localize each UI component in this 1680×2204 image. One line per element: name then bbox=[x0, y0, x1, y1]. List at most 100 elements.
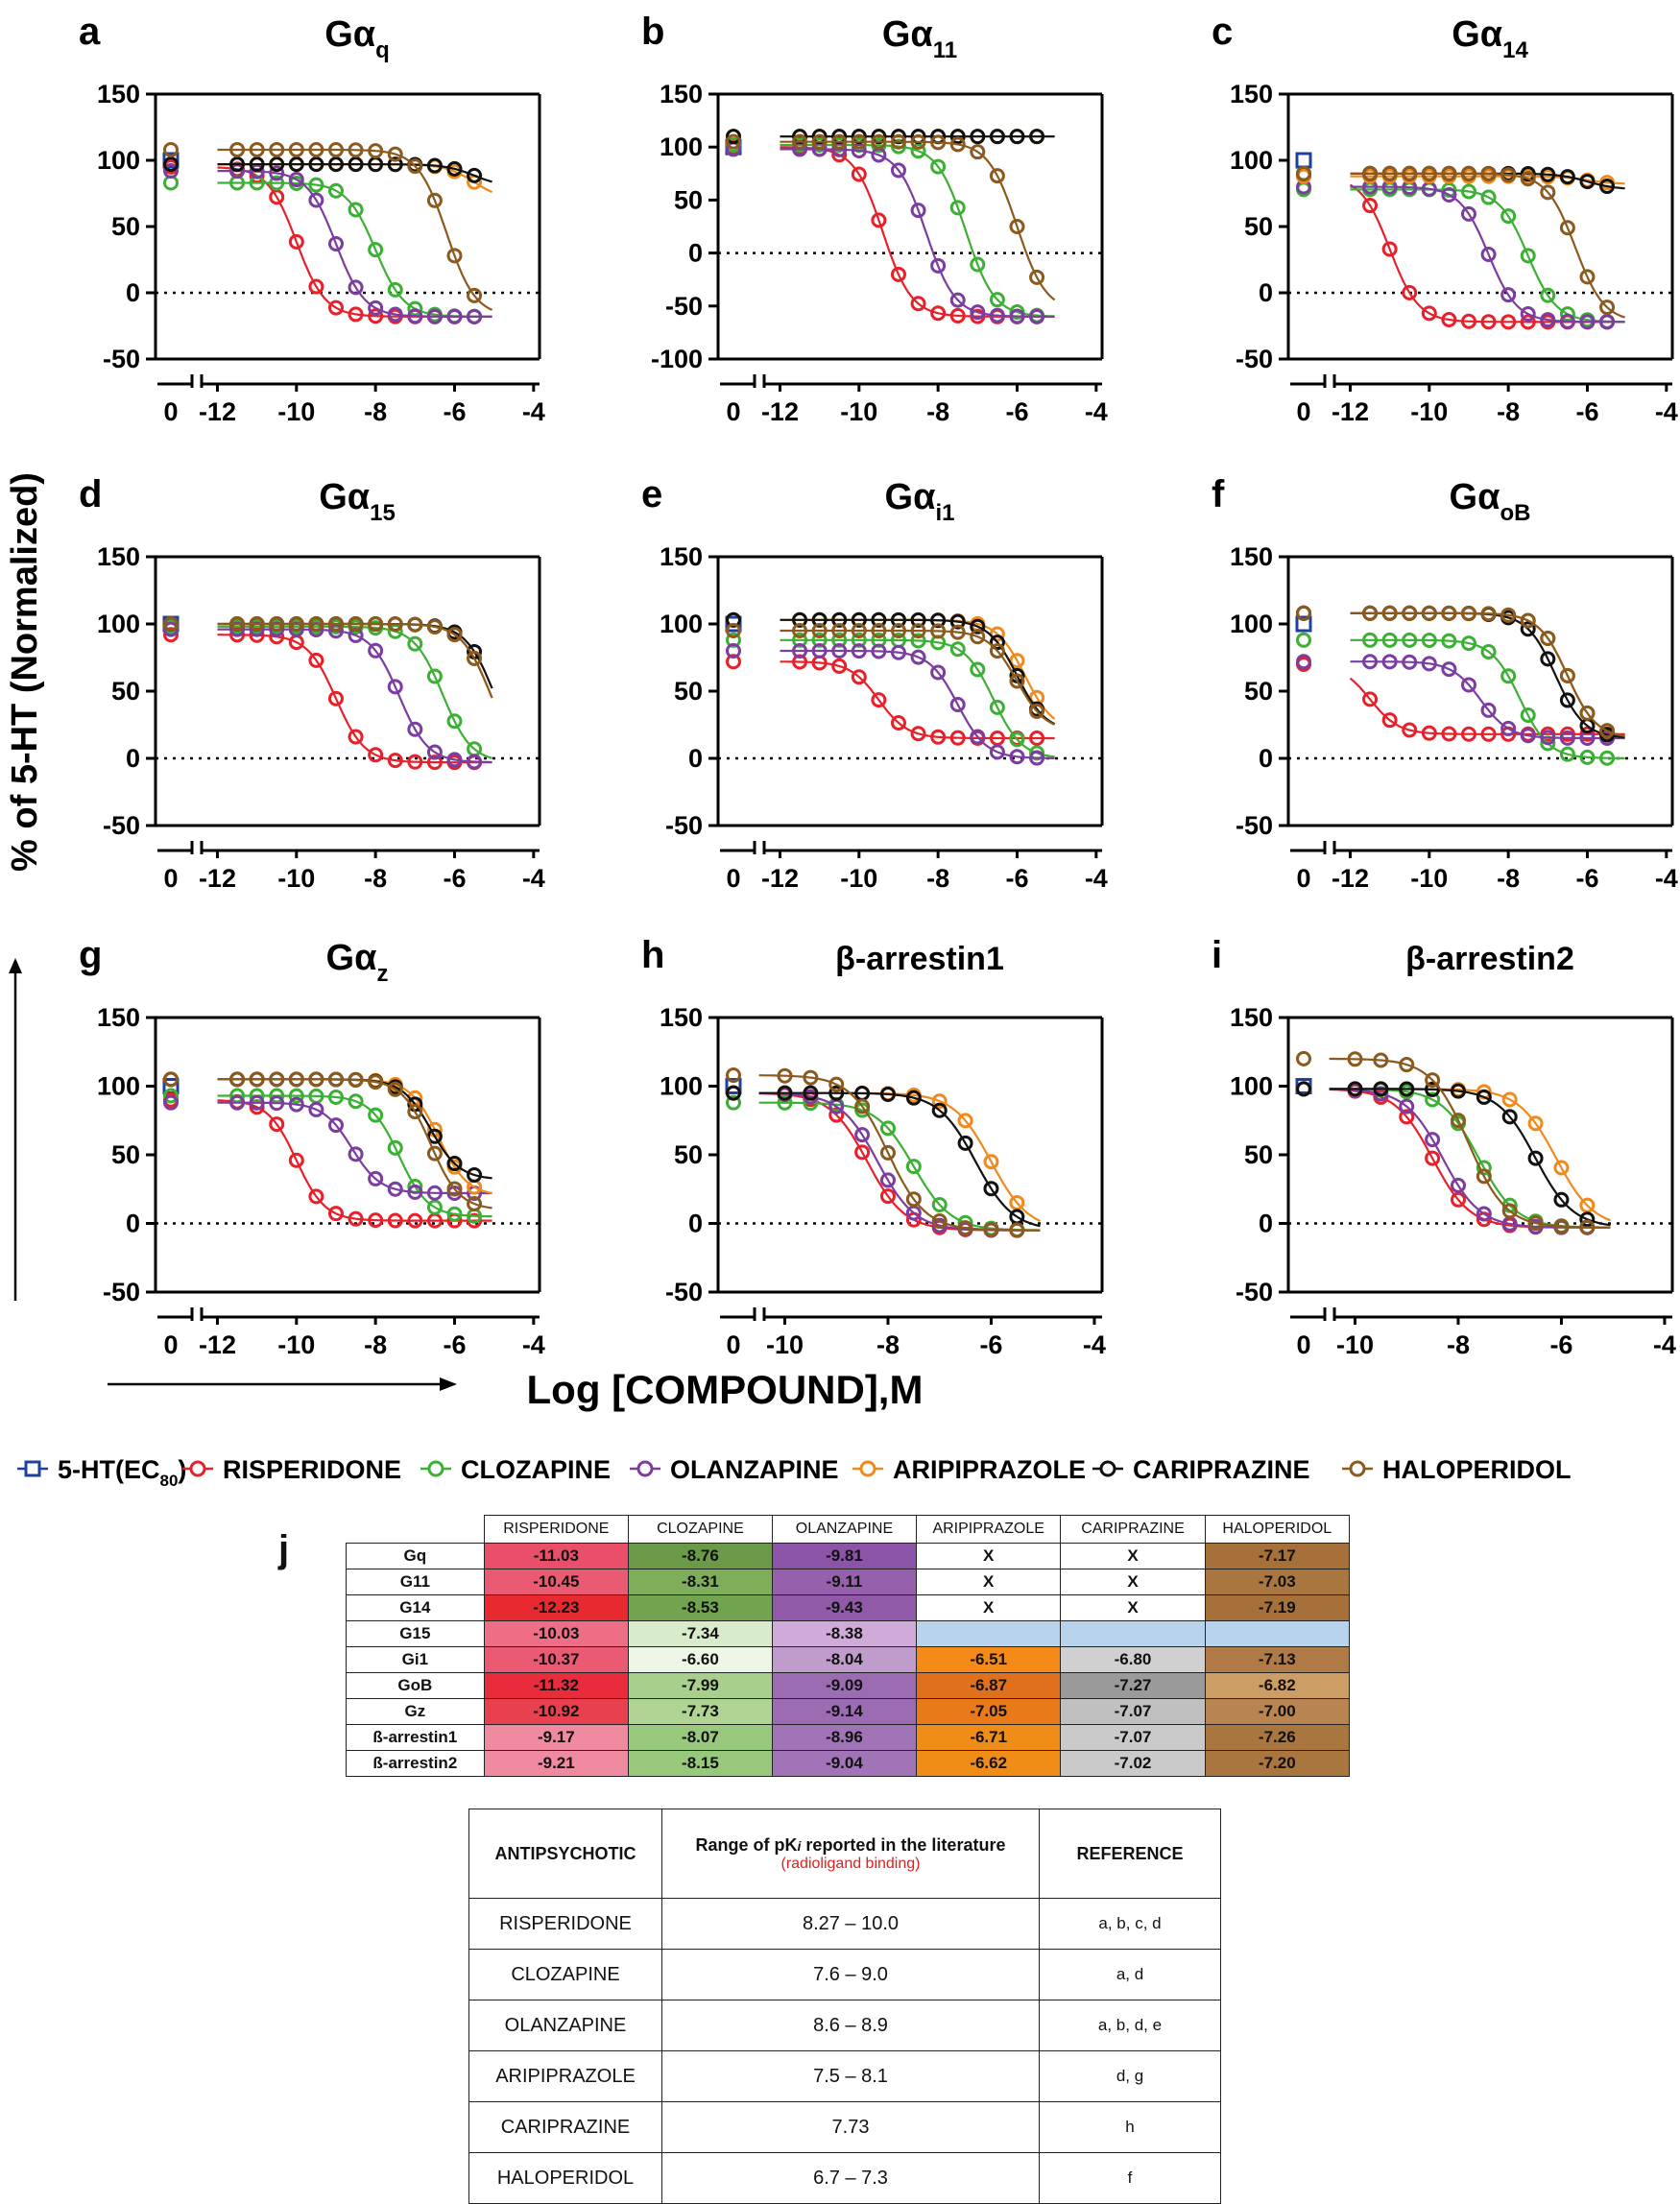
table-cell: ARIPIPRAZOLE bbox=[468, 2050, 662, 2102]
table-cell: a, b, d, e bbox=[1039, 2000, 1221, 2051]
data-point-olanzapine bbox=[407, 721, 423, 737]
data-point-haloperidol bbox=[368, 616, 384, 633]
x-tick-label: 0 bbox=[163, 1330, 178, 1359]
data-point-haloperidol bbox=[989, 168, 1005, 184]
table-cell: -9.21 bbox=[483, 1750, 629, 1777]
data-point-cariprazine bbox=[1520, 621, 1536, 637]
table-cell: -8.15 bbox=[627, 1750, 773, 1777]
table-cell: -8.76 bbox=[627, 1543, 773, 1569]
data-point-olanzapine bbox=[426, 308, 443, 324]
x-tick-label: -6 bbox=[1575, 397, 1598, 426]
data-point-olanzapine bbox=[269, 165, 285, 181]
x-tick-label: 0 bbox=[163, 864, 178, 893]
table-cell: -7.02 bbox=[1060, 1750, 1206, 1777]
data-point-clozapine bbox=[1381, 632, 1398, 648]
table-row: Gq -11.03 -8.76 -9.81 X X -7.17 bbox=[346, 1543, 1351, 1569]
data-point-clozapine bbox=[387, 1139, 403, 1156]
data-point-olanzapine bbox=[726, 643, 741, 659]
table-cell: 7.6 – 9.0 bbox=[661, 1949, 1040, 2000]
data-point-cariprazine bbox=[831, 611, 848, 628]
data-point-clozapine bbox=[368, 1107, 384, 1123]
table-cell: -9.17 bbox=[483, 1724, 629, 1751]
panel-letter: f bbox=[1212, 473, 1225, 515]
table-cell: -7.34 bbox=[627, 1620, 773, 1647]
y-tick-label: -50 bbox=[103, 811, 140, 840]
table-cell: a, d bbox=[1039, 1949, 1221, 2000]
table-cell: -10.45 bbox=[483, 1569, 629, 1595]
data-point-haloperidol bbox=[930, 623, 947, 639]
data-point-haloperidol bbox=[308, 1071, 324, 1088]
data-point-olanzapine bbox=[1480, 246, 1497, 262]
data-point-cariprazine bbox=[905, 1090, 922, 1106]
data-point-olanzapine bbox=[854, 1127, 871, 1143]
data-point-haloperidol bbox=[1599, 299, 1616, 316]
y-tick-label: 0 bbox=[1259, 744, 1273, 773]
data-point-haloperidol bbox=[989, 643, 1005, 659]
data-point-haloperidol bbox=[1029, 269, 1045, 285]
table-cell: -9.81 bbox=[771, 1543, 918, 1569]
data-point-risperidone bbox=[327, 690, 344, 707]
data-point-clozapine bbox=[1559, 746, 1575, 762]
data-point-haloperidol bbox=[1362, 165, 1379, 181]
data-point-haloperidol bbox=[407, 616, 423, 633]
data-point-haloperidol bbox=[1362, 605, 1379, 621]
data-point-cariprazine bbox=[1579, 1211, 1596, 1228]
data-point-olanzapine bbox=[387, 679, 403, 695]
table-row: Gz -10.92 -7.73 -9.14 -7.05 -7.07 -7.00 bbox=[346, 1698, 1351, 1725]
x-tick-label: -4 bbox=[522, 397, 545, 426]
data-point-clozapine bbox=[1500, 208, 1517, 225]
y-tick-label: 150 bbox=[1230, 542, 1273, 571]
data-point-haloperidol bbox=[949, 624, 966, 640]
data-point-clozapine bbox=[368, 242, 384, 258]
data-point-haloperidol bbox=[249, 1071, 265, 1088]
panel-letter: h bbox=[641, 934, 664, 976]
chart-title: Gαz bbox=[326, 938, 389, 987]
legend-item: RISPERIDONE bbox=[182, 1455, 401, 1484]
data-point-haloperidol bbox=[831, 623, 848, 639]
data-point-olanzapine bbox=[1460, 677, 1476, 693]
data-point-risperidone bbox=[407, 1212, 423, 1229]
data-point-risperidone bbox=[726, 654, 741, 670]
data-point-haloperidol bbox=[249, 616, 265, 632]
data-point-haloperidol bbox=[1460, 605, 1476, 621]
data-point-olanzapine bbox=[989, 307, 1005, 323]
charts-grid: a Gαq 150 100 50 0 -50 0 -12 -10 -8 -6 -4 b Gα11 150 100… bbox=[5, 11, 1678, 1412]
data-point-risperidone bbox=[1421, 725, 1437, 741]
table-cell: -9.14 bbox=[771, 1698, 918, 1725]
data-point-haloperidol bbox=[1347, 1051, 1363, 1067]
data-point-cariprazine bbox=[1579, 174, 1596, 190]
data-point-olanzapine bbox=[930, 257, 947, 274]
data-point-olanzapine bbox=[1500, 720, 1517, 736]
x-tick-label: 0 bbox=[726, 864, 740, 893]
data-point-olanzapine bbox=[229, 1094, 246, 1111]
y-tick-label: 100 bbox=[97, 146, 140, 175]
data-point-olanzapine bbox=[811, 643, 828, 659]
data-point-clozapine bbox=[269, 1088, 285, 1104]
curve-cariprazine bbox=[758, 1091, 1041, 1228]
data-point-haloperidol bbox=[1441, 165, 1457, 181]
data-point-olanzapine bbox=[1460, 205, 1476, 222]
table-cell: -8.53 bbox=[627, 1594, 773, 1621]
data-point-olanzapine bbox=[288, 1096, 304, 1113]
x-tick-label: -4 bbox=[1083, 1330, 1106, 1359]
x-tick-label: -6 bbox=[1005, 397, 1028, 426]
data-point-cariprazine bbox=[989, 129, 1005, 145]
data-point-risperidone bbox=[949, 730, 966, 746]
x-tick-label: -12 bbox=[199, 397, 236, 426]
data-point-olanzapine bbox=[467, 754, 483, 770]
y-tick-label: -50 bbox=[103, 1278, 140, 1306]
data-point-olanzapine bbox=[308, 192, 324, 208]
data-point-haloperidol bbox=[308, 141, 324, 157]
data-point-risperidone bbox=[368, 308, 384, 324]
table-cell: HALOPERIDOL bbox=[468, 2152, 662, 2204]
data-point-haloperidol bbox=[831, 133, 848, 150]
data-point-haloperidol bbox=[1009, 1222, 1025, 1238]
y-tick-label: 50 bbox=[111, 677, 140, 706]
data-point-olanzapine bbox=[1441, 661, 1457, 678]
x-tick-label: -6 bbox=[1549, 1330, 1572, 1359]
data-point-clozapine bbox=[1500, 668, 1517, 684]
data-point-aripiprazole bbox=[1527, 1115, 1544, 1132]
ic50-table: RISPERIDONE CLOZAPINE OLANZAPINE ARIPIPRAZO… bbox=[346, 1515, 1351, 1777]
data-point-haloperidol bbox=[426, 192, 443, 208]
data-point-cariprazine bbox=[1540, 651, 1556, 667]
